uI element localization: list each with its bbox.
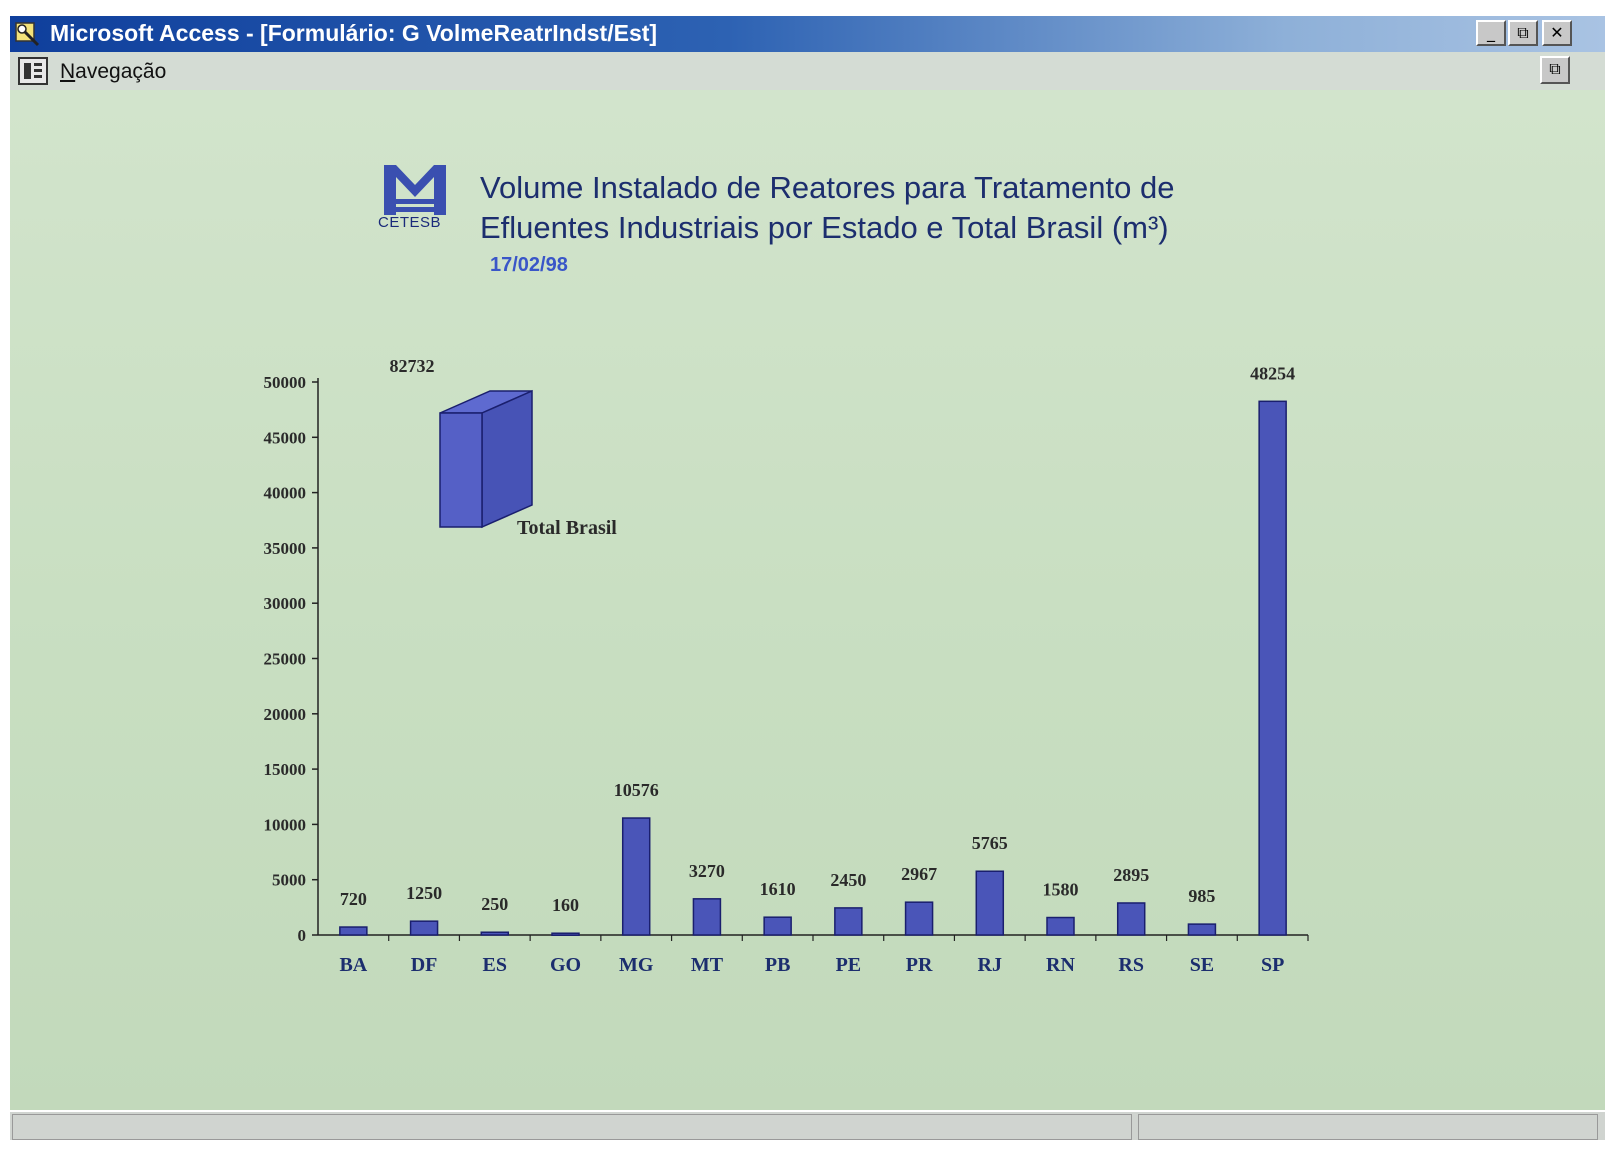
data-label-rs: 2895	[1113, 865, 1149, 885]
x-tick-label-df: DF	[411, 954, 438, 976]
data-label-mt: 3270	[689, 861, 725, 881]
chart-date: 17/02/98	[490, 254, 568, 276]
y-tick-label: 35000	[264, 539, 307, 558]
y-tick-label: 0	[298, 926, 307, 945]
data-label-df: 1250	[406, 883, 442, 903]
bar-chart: 0 5000 10000 15000 20000 25000 30000 35000 40000…	[264, 356, 1309, 976]
data-label-se: 985	[1188, 886, 1215, 906]
bar-rn	[1046, 916, 1075, 936]
bar-go	[551, 932, 580, 936]
bar-sp	[1258, 400, 1287, 936]
form-view-icon[interactable]	[18, 57, 48, 85]
menu-bar: Navegação ⧉	[10, 52, 1605, 90]
cetesb-logo-icon	[384, 165, 446, 215]
bar-mt	[692, 898, 722, 936]
y-tick-label: 30000	[264, 594, 307, 613]
bar-se	[1187, 923, 1217, 936]
x-tick-label-mt: MT	[691, 954, 724, 976]
y-tick-label: 50000	[264, 373, 307, 392]
status-pane-message	[12, 1114, 1132, 1140]
x-tick-label-rs: RS	[1118, 954, 1144, 976]
data-label-ba: 720	[340, 889, 367, 909]
title-bar[interactable]: Microsoft Access - [Formulário: G VolmeR…	[10, 16, 1605, 52]
x-tick-label-pe: PE	[836, 954, 862, 976]
data-label-sp: 48254	[1250, 363, 1295, 383]
y-tick-label: 5000	[272, 871, 306, 890]
data-label-go: 160	[552, 895, 579, 915]
chart-title-line-2: Efluentes Industriais por Estado e Total…	[480, 210, 1169, 245]
bar-pe	[834, 907, 863, 936]
data-label-mg: 10576	[614, 780, 659, 800]
y-tick-label: 45000	[264, 428, 307, 447]
x-tick-label-ba: BA	[339, 954, 367, 976]
form-area: CETESB Volume Instalado de Reatores para…	[10, 90, 1605, 1110]
menu-item-navegacao-label: avegação	[75, 60, 167, 83]
cetesb-label: CETESB	[378, 214, 442, 231]
bar-mg	[621, 817, 651, 936]
data-label-rn: 1580	[1043, 880, 1079, 900]
data-label-pr: 2967	[901, 864, 937, 884]
minimize-button[interactable]: _	[1476, 20, 1506, 46]
menu-item-navegacao[interactable]: Navegação	[60, 60, 166, 84]
window-title: Microsoft Access - [Formulário: G VolmeR…	[50, 20, 658, 46]
data-label-rj: 5765	[972, 833, 1008, 853]
total-box-side	[481, 389, 533, 529]
bar-pb	[763, 916, 792, 936]
access-window: Microsoft Access - [Formulário: G VolmeR…	[10, 16, 1605, 1140]
bar-ba	[339, 926, 368, 936]
x-tick-label-pr: PR	[906, 954, 933, 976]
total-name-label: Total Brasil	[517, 517, 617, 539]
x-tick-label-se: SE	[1190, 954, 1214, 976]
y-tick-label: 25000	[264, 650, 307, 669]
bar-rj	[975, 870, 1005, 936]
total-box-front	[439, 412, 483, 528]
menu-item-navegacao-accesskey: N	[60, 60, 76, 83]
data-label-pb: 1610	[760, 879, 796, 899]
data-label-pe: 2450	[830, 870, 866, 890]
x-tick-label-mg: MG	[619, 954, 654, 976]
chart-title: Volume Instalado de Reatores para Tratam…	[480, 168, 1280, 248]
status-pane-indicators	[1138, 1114, 1598, 1140]
x-tick-label-go: GO	[550, 954, 581, 976]
y-tick-label: 20000	[264, 705, 307, 724]
document-restore-button[interactable]: ⧉	[1540, 56, 1570, 84]
data-label-es: 250	[481, 894, 508, 914]
bar-rs	[1116, 902, 1146, 936]
restore-button[interactable]: ⧉	[1508, 20, 1538, 46]
close-button[interactable]: ✕	[1542, 20, 1572, 46]
y-tick-label: 40000	[264, 484, 307, 503]
x-tick-label-rn: RN	[1046, 954, 1075, 976]
status-bar	[10, 1110, 1605, 1140]
x-tick-label-pb: PB	[765, 954, 791, 976]
access-key-icon	[15, 22, 40, 47]
x-tick-label-rj: RJ	[978, 954, 1002, 976]
x-tick-label-es: ES	[483, 954, 507, 976]
y-tick-label: 10000	[264, 815, 307, 834]
chart-title-line-1: Volume Instalado de Reatores para Tratam…	[480, 170, 1175, 205]
x-tick-label-sp: SP	[1261, 954, 1284, 976]
total-value-label: 82732	[390, 356, 435, 376]
bar-pr	[904, 901, 934, 936]
y-tick-label: 15000	[264, 760, 307, 779]
bar-df	[409, 920, 439, 936]
bar-es	[480, 931, 510, 936]
